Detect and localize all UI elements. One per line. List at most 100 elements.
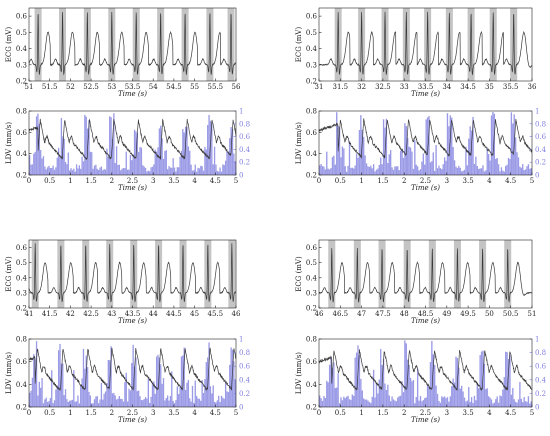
beat-band-8 (206, 8, 214, 81)
ppg-bar (323, 166, 325, 175)
x-tick-label: 53 (107, 83, 116, 91)
ppg-bar (121, 398, 123, 407)
right-y-tick-label: 1 (239, 108, 243, 116)
ppg-bar (63, 395, 65, 407)
beat-band-4 (108, 8, 116, 81)
beat-band-1 (328, 240, 336, 308)
ppg-bar (222, 397, 224, 407)
ppg-bar (479, 355, 481, 407)
ppg-bar (154, 393, 156, 407)
right-y-tick-label: 0.6 (239, 363, 251, 371)
ppg-bar (434, 170, 436, 175)
ppg-bar (140, 147, 143, 175)
ppg-bar (522, 164, 524, 175)
x-tick-label: 34.5 (460, 83, 476, 91)
ppg-bar (180, 356, 183, 407)
y-tick-label: 0.3 (16, 61, 27, 69)
x-tick-label: 32.5 (375, 83, 391, 91)
x-tick-label: 3 (151, 409, 155, 417)
ppg-bar (46, 401, 49, 407)
ppg-bar (497, 164, 500, 175)
ldv-top-left-panel: 00.20.40.60.810 0.5 1 1.5 2 2.5 3 3.5 4 4.5 5Time … (5, 108, 251, 193)
x-tick-label: 49 (442, 310, 451, 318)
ppg-bar (164, 151, 166, 175)
ppg-bar (224, 160, 227, 175)
ppg-bar (117, 165, 119, 175)
ppg-bar (124, 168, 126, 175)
ppg-bar (416, 166, 419, 175)
y-tick-label: 0.3 (16, 289, 27, 297)
ppg-bar (182, 128, 184, 175)
ppg-bar (190, 401, 192, 407)
ppg-bar (351, 167, 354, 175)
x-tick-label: 36 (528, 83, 537, 91)
ppg-bar (84, 114, 86, 175)
ppg-bar (368, 401, 371, 407)
y-axis-label: ECG (mV) (295, 256, 303, 292)
ppg-bar (509, 354, 511, 407)
x-tick-label: 1 (68, 409, 72, 417)
x-tick-label: 4 (192, 409, 197, 417)
ppg-bar (51, 370, 53, 407)
ppg-bar (502, 170, 504, 175)
x-tick-label: 5 (234, 177, 238, 185)
ppg-bar-series (319, 340, 532, 407)
ppg-bar (493, 113, 496, 175)
ppg-bar (29, 155, 31, 175)
right-y-tick-label: 0.8 (535, 120, 546, 128)
ppg-bar (323, 396, 325, 407)
ppg-bar (451, 117, 453, 175)
ppg-bar (106, 383, 108, 407)
y-tick-label: 0.6 (306, 13, 318, 21)
ppg-bar (523, 397, 525, 407)
x-tick-label: 4.5 (505, 177, 516, 185)
x-axis: 31 31.5 32 32.5 33 33.5 34 34.5 35 35.5 36 Time (s) (315, 78, 537, 98)
ppg-bar (59, 156, 61, 175)
ppg-bar (78, 165, 80, 175)
x-tick-label: 5 (530, 177, 534, 185)
y-tick-label: 0.6 (306, 358, 318, 366)
y-axis-label: ECG (mV) (295, 27, 303, 63)
ppg-bar (451, 386, 453, 407)
beat-band-2 (57, 240, 65, 308)
ppg-bar (320, 398, 322, 407)
ppg-bar (483, 171, 486, 175)
ppg-bar (426, 117, 429, 175)
ppg-bar (69, 170, 71, 175)
ppg-bar (328, 169, 331, 175)
ppg-bar (91, 403, 93, 407)
ppg-bar (133, 129, 136, 175)
ppg-bar (324, 398, 327, 407)
ppg-bar (395, 166, 398, 175)
x-tick-label: 0.5 (44, 177, 55, 185)
ppg-bar (419, 169, 422, 175)
right-y-tick-label: 0 (535, 404, 539, 412)
ppg-bar (390, 150, 392, 175)
ppg-bar (193, 402, 195, 407)
ppg-bar (78, 403, 80, 407)
ppg-bar (353, 168, 355, 175)
beat-band-5 (428, 240, 436, 308)
right-y-tick-label: 0.4 (535, 376, 547, 384)
ppg-bar (473, 164, 476, 175)
ppg-bar (466, 165, 469, 175)
ppg-bar (446, 397, 449, 407)
ppg-bar (330, 168, 332, 175)
ppg-bar (497, 402, 500, 407)
ppg-bar (124, 382, 126, 407)
x-tick-label: 46 (232, 310, 241, 318)
ppg-bar (172, 158, 174, 175)
y-tick-label: 0.4 (306, 150, 318, 158)
ppg-bar (38, 381, 40, 407)
ppg-bar (385, 118, 388, 175)
ppg-bar (372, 369, 375, 407)
right-y-tick-label: 0.4 (535, 146, 547, 154)
right-y-tick-label: 0.2 (239, 159, 250, 167)
x-tick-label: 2.5 (420, 409, 431, 417)
x-tick-label: 2 (402, 177, 406, 185)
ppg-bar (215, 164, 217, 175)
ppg-bar (486, 388, 488, 407)
ppg-bar (74, 171, 76, 175)
ppg-bar (321, 400, 324, 407)
ppg-bar (114, 395, 116, 407)
